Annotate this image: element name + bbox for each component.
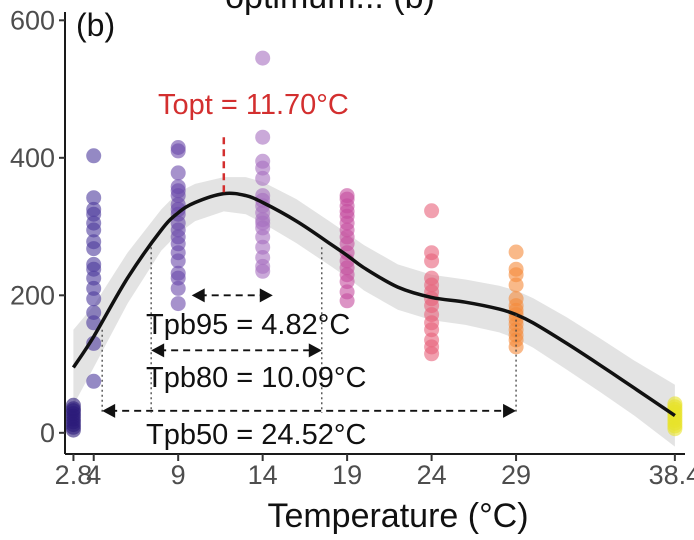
axes-layer: 0 200 400 600 2.84 9 14 19 24 29 38.4 (10, 5, 694, 490)
data-point (255, 50, 271, 66)
x-tick-label: 19 (332, 460, 362, 490)
data-point (424, 203, 440, 219)
y-tick-label: 600 (10, 5, 55, 35)
data-point (86, 148, 102, 164)
data-point (86, 241, 102, 257)
data-point (86, 291, 102, 307)
data-point (255, 229, 271, 245)
data-point (508, 339, 524, 355)
clipped-title-layer: optimum... (b) (225, 0, 435, 16)
data-point (339, 293, 355, 309)
data-point (508, 277, 524, 293)
clipped-title: optimum... (b) (225, 0, 435, 16)
data-points-layer (65, 50, 683, 438)
tpb-arrow-left (191, 288, 205, 303)
data-point (86, 280, 102, 296)
data-point (424, 346, 440, 362)
data-point (65, 422, 81, 438)
fit-curve-layer (71, 191, 676, 418)
y-tick-label: 0 (40, 418, 55, 448)
data-point (255, 160, 271, 176)
x-tick-label: 2.8 (55, 460, 93, 490)
data-point (255, 170, 271, 186)
y-tick-label: 200 (10, 280, 55, 310)
tpb-arrow-left (102, 403, 116, 418)
data-point (86, 315, 102, 331)
data-point (170, 253, 186, 269)
panel-label: (b) (76, 7, 115, 43)
data-point (170, 280, 186, 296)
data-point (86, 190, 102, 206)
x-tick-label: 29 (501, 460, 531, 490)
data-point (86, 305, 102, 320)
tpb-arrow-right (308, 343, 322, 358)
x-tick-label: 14 (248, 460, 278, 490)
annotation-layer: Topt = 11.70°C Tpb95 = 4.82°C Tpb80 = 10.0… (101, 89, 517, 451)
x-tick-label: 4 (86, 460, 101, 490)
data-point (255, 129, 271, 145)
data-point (170, 296, 186, 312)
data-point (508, 244, 524, 260)
x-tick-label: 9 (171, 460, 186, 490)
data-point (170, 165, 186, 181)
data-point (255, 239, 271, 255)
data-point (424, 322, 440, 338)
y-tick-label: 400 (10, 143, 55, 173)
confidence-band (73, 177, 675, 447)
data-point (170, 143, 186, 159)
tpb-label: Tpb95 = 4.82°C (146, 309, 350, 341)
tpb-arrow-right (503, 403, 517, 418)
data-point (339, 274, 355, 290)
tpb-label: Tpb50 = 24.52°C (146, 419, 366, 451)
confidence-band-layer (73, 177, 675, 447)
fit-curve (71, 191, 676, 418)
data-point (667, 421, 683, 437)
x-tick-label: 38.4 (649, 460, 694, 490)
x-tick-label: 24 (417, 460, 447, 490)
tpb-arrow-left (151, 343, 165, 358)
data-point (424, 253, 440, 269)
data-point (508, 267, 524, 283)
tpb-label: Tpb80 = 10.09°C (146, 362, 366, 394)
data-point (86, 222, 102, 238)
x-axis-title: Temperature (°C) (267, 497, 528, 535)
data-point (170, 270, 186, 286)
data-point (86, 270, 102, 286)
tpb-arrow-right (259, 288, 273, 303)
topt-label: Topt = 11.70°C (158, 89, 349, 121)
data-point (255, 263, 271, 279)
data-point (86, 373, 102, 389)
